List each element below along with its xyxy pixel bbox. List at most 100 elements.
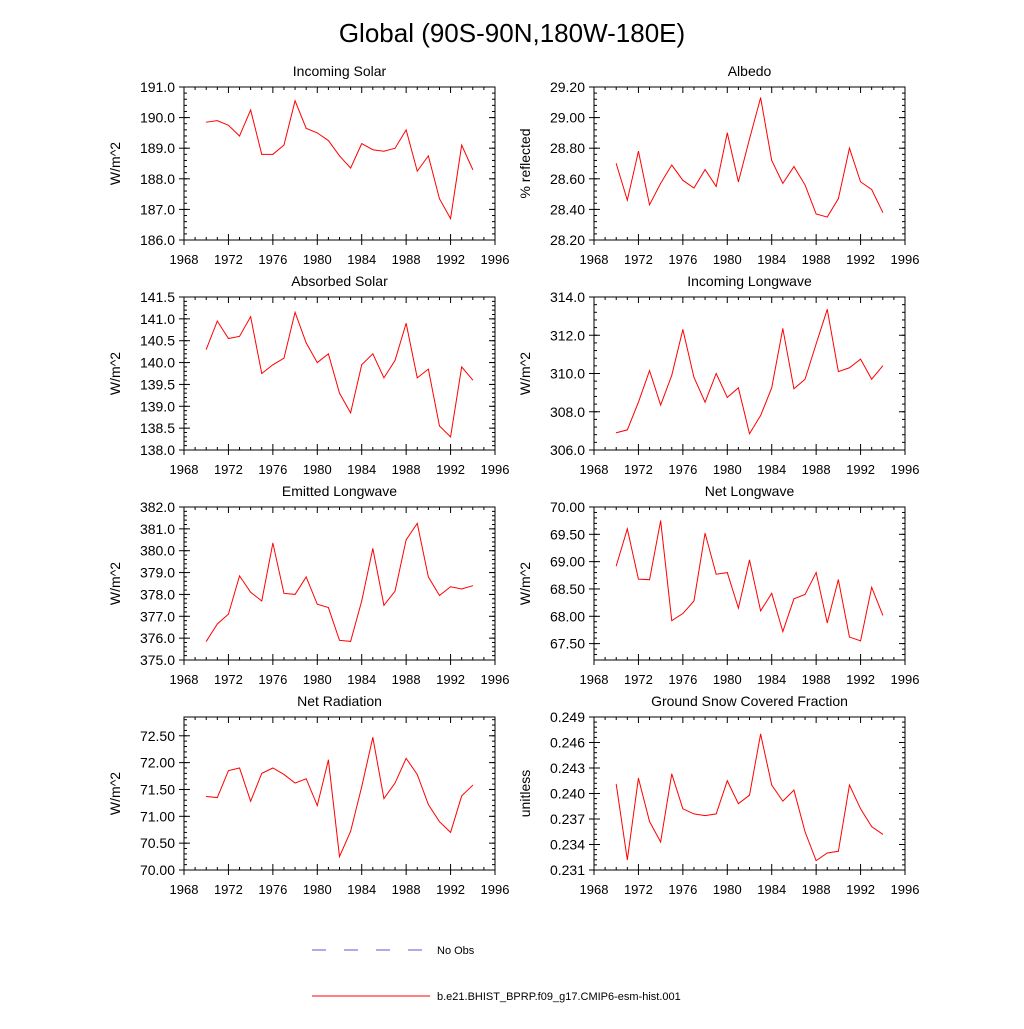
data-point (638, 401, 639, 403)
x-tick-label: 1996 (891, 252, 920, 267)
data-point (826, 309, 828, 310)
data-point (615, 565, 617, 567)
data-point (416, 774, 418, 775)
data-point (749, 794, 750, 796)
data-point (837, 850, 839, 852)
series-line (615, 733, 884, 862)
series-line (616, 309, 884, 436)
x-tick-label: 1972 (624, 462, 653, 477)
x-tick-label: 1988 (392, 462, 421, 477)
data-point (715, 813, 717, 815)
data-point (760, 415, 762, 416)
data-point (261, 772, 263, 774)
y-tick-label: 0.234 (550, 837, 585, 853)
data-point (416, 522, 418, 524)
data-point (826, 216, 828, 218)
data-point (804, 831, 806, 833)
data-point (771, 160, 773, 161)
data-point (760, 733, 762, 735)
data-point (849, 636, 850, 638)
data-point (372, 149, 374, 151)
data-point (849, 367, 850, 369)
data-point (782, 182, 784, 184)
data-point (815, 860, 817, 862)
plot-frame (593, 506, 906, 661)
data-point (693, 187, 695, 189)
x-tick-label: 1968 (580, 462, 609, 477)
data-point (272, 364, 274, 366)
data-point (860, 358, 861, 360)
y-tick-label: 380.0 (140, 543, 175, 559)
x-tick-label: 1992 (436, 672, 465, 687)
y-tick-label: 376.0 (140, 630, 175, 646)
y-tick-label: 72.50 (140, 728, 175, 744)
x-tick-label: 1972 (624, 252, 653, 267)
y-tick-label: 141.5 (140, 289, 175, 305)
x-tick-label: 1984 (347, 672, 376, 687)
y-tick-label: 381.0 (140, 521, 175, 537)
panel-8: Ground Snow Covered Fraction unitless 1968… (517, 693, 919, 897)
data-point (660, 404, 662, 406)
panel-title: Incoming Solar (293, 63, 387, 79)
y-tick-label: 29.00 (550, 110, 585, 126)
data-point (383, 604, 385, 606)
data-point (305, 342, 307, 344)
x-tick-label: 1976 (258, 252, 287, 267)
data-point (660, 520, 662, 522)
data-point (715, 186, 717, 187)
data-point (726, 132, 728, 134)
y-tick-label: 140.0 (140, 355, 175, 371)
y-axis-label: W/m^2 (107, 562, 123, 605)
data-point (228, 338, 229, 339)
data-point (671, 620, 673, 622)
x-tick-label: 1980 (713, 672, 742, 687)
data-point (383, 798, 385, 799)
y-axis-label: % reflected (517, 128, 533, 198)
y-axis-label: W/m^2 (517, 352, 533, 395)
data-point (372, 548, 374, 549)
x-tick-label: 1980 (303, 882, 332, 897)
x-tick-label: 1976 (668, 252, 697, 267)
data-point (871, 586, 873, 588)
y-tick-label: 68.50 (550, 581, 585, 597)
y-tick-label: 71.00 (140, 808, 175, 824)
data-point (726, 397, 728, 398)
data-point (394, 359, 396, 361)
data-point (615, 163, 617, 164)
data-point (361, 143, 363, 145)
data-point (394, 590, 396, 592)
x-tick-label: 1976 (668, 672, 697, 687)
data-point (626, 199, 628, 201)
x-tick-label: 1980 (713, 462, 742, 477)
panel-3: Absorbed Solar W/m^2 1968 1972 1976 1980 1984 1… (107, 273, 509, 477)
data-point (461, 366, 463, 368)
x-tick-label: 1992 (846, 462, 875, 477)
series-line (206, 737, 474, 859)
data-point (427, 368, 429, 370)
x-tick-label: 1984 (347, 252, 376, 267)
y-tick-label: 67.50 (550, 636, 585, 652)
data-point (316, 132, 318, 134)
x-tick-label: 1980 (303, 252, 332, 267)
series-line (205, 522, 473, 642)
panel-6: Net Longwave W/m^2 1968 1972 1976 1980 1984 198… (517, 483, 919, 687)
data-point (649, 370, 650, 372)
panel-title: Albedo (728, 63, 772, 79)
data-point (361, 364, 363, 366)
panel-1: Incoming Solar W/m^2 1968 1972 1976 1980 1984 1… (107, 63, 509, 267)
data-point (726, 780, 728, 782)
data-point (427, 576, 429, 578)
data-point (205, 641, 207, 642)
x-tick-label: 1996 (891, 672, 920, 687)
plot-frame (183, 506, 496, 661)
x-tick-label: 1980 (713, 882, 742, 897)
panel-7: Net Radiation W/m^2 1968 1972 1976 1980 1984 19… (107, 693, 509, 897)
data-point (450, 436, 451, 438)
data-point (472, 585, 474, 587)
data-point (771, 784, 773, 786)
data-point (793, 166, 795, 167)
data-point (461, 588, 463, 590)
data-point (804, 184, 806, 186)
panel-title: Net Radiation (297, 693, 382, 709)
y-tick-label: 28.20 (550, 232, 585, 248)
